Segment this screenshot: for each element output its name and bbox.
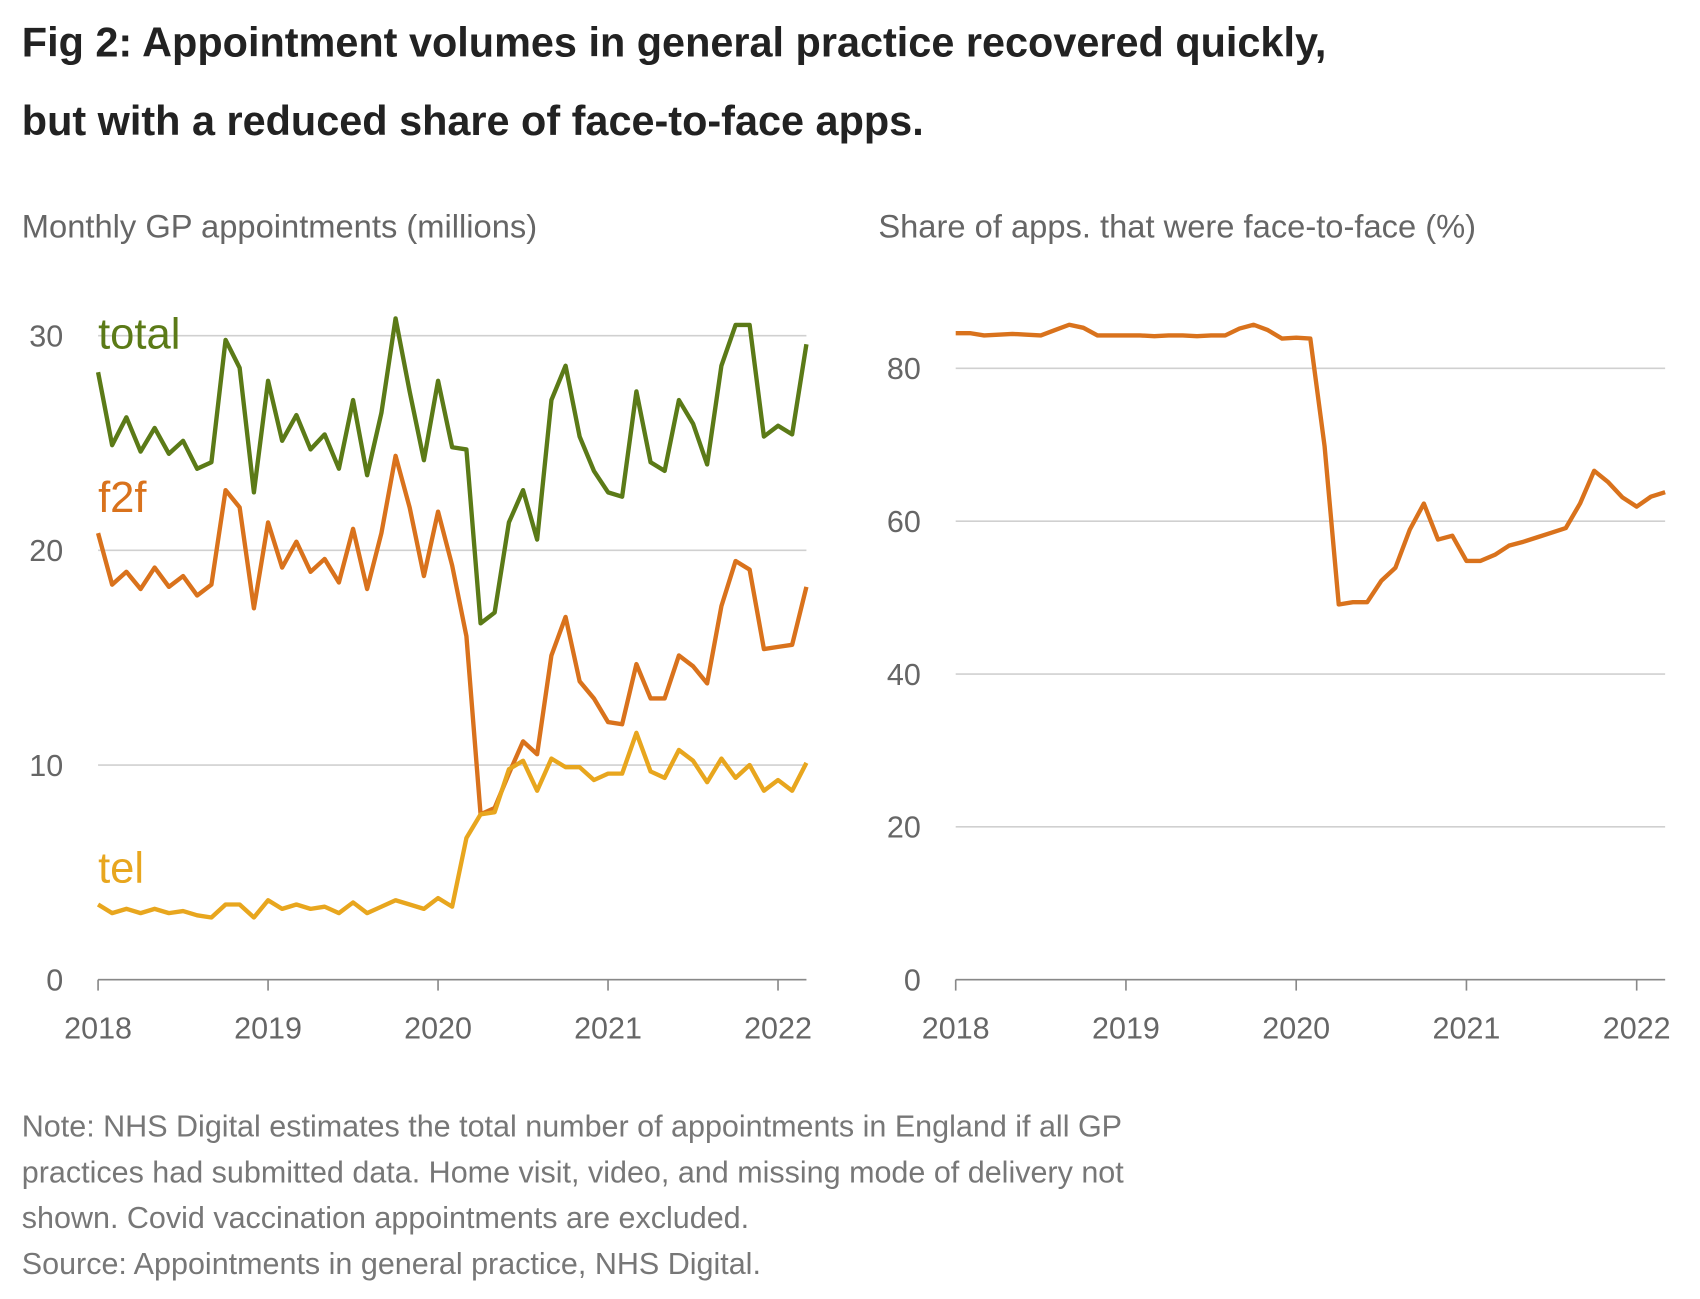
x-tick-label: 2020 xyxy=(1262,1012,1330,1046)
y-tick-label: 10 xyxy=(29,749,63,783)
x-tick-label: 2018 xyxy=(922,1012,990,1046)
subtitle: Share of apps. that were face-to-face (%… xyxy=(878,208,1476,245)
x-tick-label: 2020 xyxy=(404,1012,472,1046)
note-line: practices had submitted data. Home visit… xyxy=(22,1155,1124,1189)
series-line xyxy=(95,316,809,626)
x-tick-label: 2018 xyxy=(64,1012,132,1046)
y-tick-label: 0 xyxy=(46,964,63,998)
x-tick-label: 2022 xyxy=(744,1012,812,1046)
x-tick-label: 2021 xyxy=(574,1012,642,1046)
title-line: Fig 2: Appointment volumes in general pr… xyxy=(22,20,1327,66)
x-tick-label: 2019 xyxy=(234,1012,302,1046)
y-tick-label: 40 xyxy=(887,658,921,692)
y-tick-label: 20 xyxy=(887,811,921,845)
series-line xyxy=(955,322,1666,607)
y-tick-label: 20 xyxy=(29,534,63,568)
note-line: Note: NHS Digital estimates the total nu… xyxy=(22,1110,1122,1144)
series-label: f2f xyxy=(98,474,147,522)
note-line: shown. Covid vaccination appointments ar… xyxy=(22,1201,749,1235)
x-tick-label: 2022 xyxy=(1603,1012,1671,1046)
series-label: tel xyxy=(98,845,144,893)
x-tick-label: 2021 xyxy=(1433,1012,1501,1046)
x-tick-label: 2019 xyxy=(1092,1012,1160,1046)
y-tick-label: 60 xyxy=(887,505,921,539)
y-tick-label: 80 xyxy=(887,352,921,386)
series-line xyxy=(95,453,809,817)
subtitle: Monthly GP appointments (millions) xyxy=(22,208,537,245)
series-line xyxy=(96,730,809,920)
series-label: total xyxy=(98,311,180,359)
title-line: but with a reduced share of face-to-face… xyxy=(22,98,924,144)
source: Source: Appointments in general practice… xyxy=(22,1247,761,1281)
y-tick-label: 0 xyxy=(904,964,921,998)
y-tick-label: 30 xyxy=(29,320,63,354)
